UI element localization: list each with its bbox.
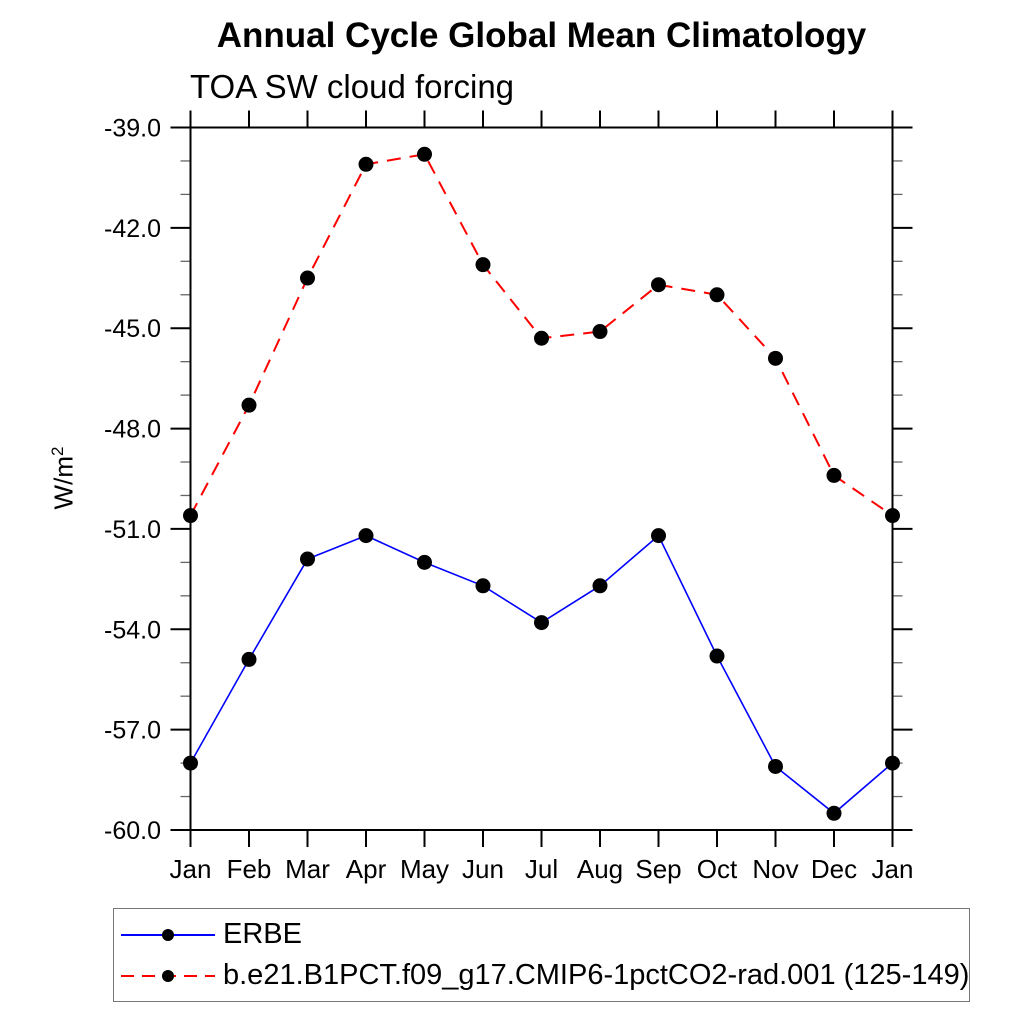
x-axis-month-label: Dec: [811, 854, 857, 884]
data-point-marker-erbe: [885, 755, 900, 771]
y-axis-tick-label: -48.0: [104, 416, 161, 444]
series-line-erbe: [189, 534, 894, 815]
data-point-marker-model: [534, 330, 549, 346]
legend-line-sample-erbe: [121, 928, 215, 941]
x-axis-month-label: Jan: [170, 854, 212, 884]
data-point-marker-erbe: [417, 554, 432, 570]
x-axis-month-label: Nov: [752, 854, 798, 884]
data-point-marker-erbe: [709, 648, 725, 664]
data-point-marker-erbe: [768, 758, 783, 774]
data-point-marker-erbe: [592, 578, 608, 594]
data-point-marker-erbe: [651, 528, 666, 544]
x-axis-month-label: Oct: [697, 854, 738, 884]
data-point-marker-erbe: [358, 528, 374, 544]
legend-marker-erbe: [162, 928, 174, 941]
data-point-marker-model: [183, 508, 198, 524]
plot-frame: [189, 126, 894, 831]
x-axis-month-label: Jun: [462, 854, 504, 884]
data-point-marker-model: [358, 156, 374, 172]
y-axis-tick-label: -42.0: [104, 215, 161, 243]
data-point-marker-model: [417, 146, 432, 162]
legend-label-erbe: ERBE: [223, 918, 302, 950]
data-point-marker-model: [592, 324, 608, 340]
chart-title: Annual Cycle Global Mean Climatology: [216, 16, 867, 55]
x-axis-month-label: May: [400, 854, 449, 884]
data-point-marker-model: [300, 270, 315, 286]
data-point-marker-model: [241, 397, 257, 413]
y-axis-tick-label: -39.0: [104, 115, 161, 143]
x-axis-month-label: Mar: [285, 854, 330, 884]
data-point-marker-model: [885, 508, 900, 524]
x-axis-month-label: Jan: [872, 854, 914, 884]
data-point-marker-erbe: [300, 551, 315, 567]
data-point-marker-model: [709, 287, 725, 303]
x-axis-month-label: Apr: [346, 854, 387, 884]
data-point-marker-model: [651, 277, 666, 293]
data-point-marker-erbe: [241, 651, 257, 667]
legend-box: ERBE b.e21.B1PCT.f09_g17.CMIP6-1pctCO2-r…: [113, 908, 970, 1002]
legend-line-sample-model: [121, 969, 215, 982]
x-axis-month-label: Aug: [577, 854, 623, 884]
y-axis-tick-label: -60.0: [104, 817, 161, 845]
x-axis-month-label: Sep: [635, 854, 681, 884]
data-point-marker-model: [826, 467, 842, 483]
data-point-marker-erbe: [475, 578, 491, 594]
legend-item-erbe: ERBE: [120, 914, 969, 955]
data-point-marker-erbe: [534, 615, 549, 631]
x-axis-month-label: Jul: [525, 854, 558, 884]
chart-subtitle: TOA SW cloud forcing: [190, 68, 515, 105]
y-axis-tick-label: -51.0: [104, 516, 161, 544]
y-axis-tick-label: -57.0: [104, 717, 161, 745]
data-point-marker-erbe: [183, 755, 198, 771]
data-point-marker-model: [475, 257, 491, 273]
y-axis-tick-label: -54.0: [104, 616, 161, 644]
legend-marker-model: [162, 969, 174, 982]
data-point-marker-erbe: [826, 805, 842, 821]
y-axis-tick-label: -45.0: [104, 315, 161, 343]
data-point-marker-model: [768, 350, 783, 366]
legend-item-model: b.e21.B1PCT.f09_g17.CMIP6-1pctCO2-rad.00…: [120, 955, 969, 996]
legend-label-model: b.e21.B1PCT.f09_g17.CMIP6-1pctCO2-rad.00…: [223, 959, 970, 991]
x-axis-month-label: Feb: [227, 854, 272, 884]
